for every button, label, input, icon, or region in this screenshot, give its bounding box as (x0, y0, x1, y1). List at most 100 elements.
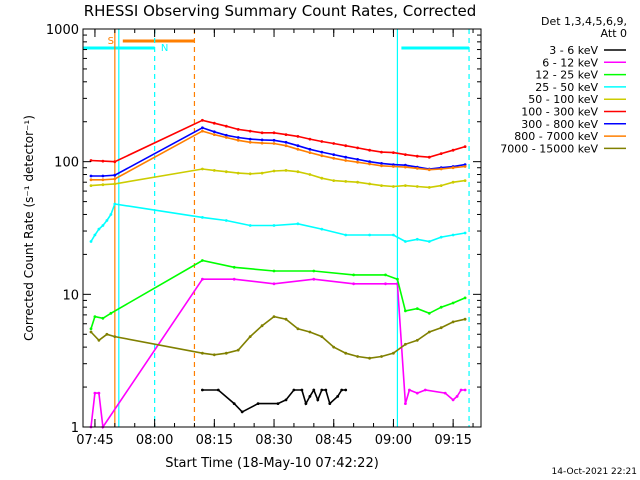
data-point (404, 402, 407, 405)
data-point (248, 335, 252, 338)
data-point (272, 269, 276, 273)
data-point (232, 277, 236, 281)
data-point (344, 155, 348, 159)
data-point (296, 170, 300, 174)
data-point (332, 153, 336, 157)
series-line (90, 119, 466, 163)
data-point (89, 327, 93, 331)
data-point (89, 330, 93, 334)
data-point (224, 136, 228, 139)
data-point (320, 227, 324, 231)
data-point (344, 159, 348, 162)
data-point (260, 131, 264, 135)
data-point (201, 126, 204, 130)
data-point (201, 167, 204, 171)
data-point (451, 180, 455, 184)
data-point (392, 351, 395, 355)
data-point (308, 395, 312, 398)
data-point (427, 330, 431, 334)
data-point (284, 317, 288, 321)
data-point (93, 315, 97, 318)
data-point (236, 136, 240, 139)
data-point (113, 173, 117, 177)
data-point (404, 184, 407, 188)
data-point (272, 315, 276, 318)
annotation-layer: SN (83, 29, 470, 427)
data-point (272, 131, 276, 135)
data-point (320, 388, 324, 392)
data-point (308, 330, 312, 334)
data-point (356, 158, 359, 161)
data-point (284, 133, 288, 137)
x-tick-label: 08:15 (196, 433, 233, 448)
series-layer (89, 118, 467, 430)
data-point (463, 165, 467, 168)
data-point (97, 391, 101, 395)
x-tick-label: 08:45 (315, 433, 352, 448)
data-point (296, 135, 300, 138)
data-point (392, 233, 395, 237)
data-point (97, 227, 101, 231)
data-point (232, 402, 236, 405)
data-point (380, 164, 383, 168)
data-point (292, 388, 296, 392)
data-point (316, 398, 320, 402)
series-line (91, 130, 466, 181)
legend-label: 300 - 800 keV (521, 118, 598, 131)
data-point (328, 402, 332, 405)
data-point (304, 402, 308, 405)
data-point (404, 240, 407, 243)
data-point (201, 259, 204, 262)
data-point (368, 233, 371, 237)
legend-label: 100 - 300 keV (521, 106, 598, 119)
data-point (356, 160, 359, 164)
data-point (101, 178, 105, 182)
data-point (212, 353, 216, 357)
data-point (201, 129, 204, 133)
data-point (272, 138, 276, 142)
data-point (93, 391, 97, 395)
data-point (105, 219, 109, 222)
data-point (404, 153, 407, 157)
data-point (284, 140, 288, 144)
data-point (113, 335, 117, 338)
data-point (415, 154, 419, 158)
data-point (368, 356, 371, 360)
data-point (272, 169, 276, 173)
data-point (212, 130, 216, 134)
x-axis-label: Start Time (18-May-10 07:42:22) (165, 456, 379, 471)
data-point (308, 147, 312, 151)
data-point (427, 186, 431, 189)
data-point (344, 233, 348, 237)
data-point (463, 317, 467, 321)
data-point (89, 184, 93, 188)
plot-frame (82, 28, 482, 428)
data-point (459, 388, 463, 392)
data-point (392, 151, 395, 155)
data-point (212, 133, 216, 137)
data-point (356, 180, 359, 184)
data-point (439, 326, 443, 330)
data-point (368, 148, 371, 152)
data-point (352, 282, 355, 286)
data-point (212, 169, 216, 172)
data-point (332, 156, 336, 160)
annotation-label: N (161, 43, 168, 54)
data-point (308, 173, 312, 176)
data-point (439, 235, 443, 239)
data-point (236, 127, 240, 131)
data-point (408, 388, 411, 392)
data-point (451, 233, 455, 237)
data-point (392, 185, 395, 188)
data-point (415, 185, 419, 188)
data-point (427, 168, 431, 172)
data-point (312, 269, 316, 273)
data-point (256, 402, 260, 405)
data-point (463, 179, 467, 183)
data-point (427, 155, 431, 159)
data-point (101, 159, 105, 163)
data-point (332, 345, 336, 349)
data-point (344, 388, 348, 392)
legend-label: 3 - 6 keV (549, 44, 598, 57)
data-point (463, 296, 467, 300)
